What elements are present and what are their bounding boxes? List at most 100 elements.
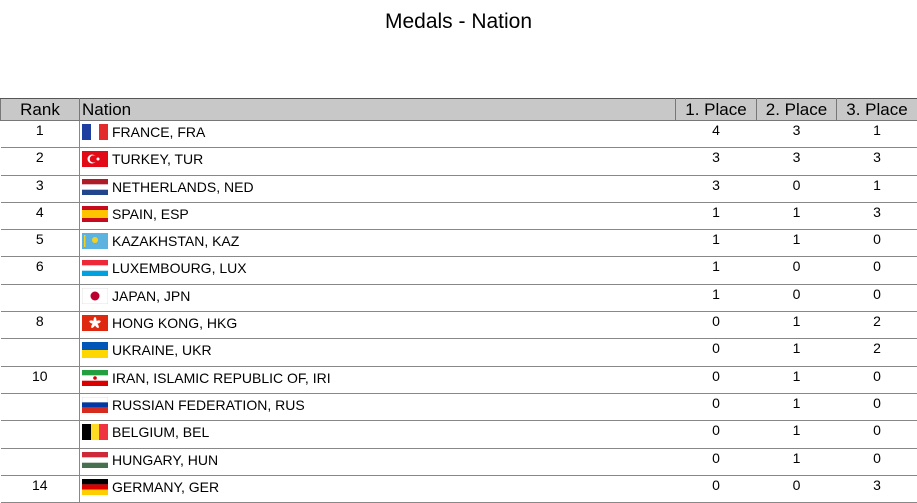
nation-name: FRANCE, FRA xyxy=(112,124,205,140)
rank-cell xyxy=(1,339,80,366)
nation-cell: KAZAKHSTAN, KAZ xyxy=(80,230,676,257)
medal-count: 0 xyxy=(837,448,917,475)
flag xyxy=(82,452,108,468)
flag xyxy=(82,151,108,167)
header-row: Rank Nation 1. Place 2. Place 3. Place xyxy=(1,99,917,121)
nation-cell: JAPAN, JPN xyxy=(80,284,676,311)
medal-count: 0 xyxy=(676,393,757,420)
medal-count: 0 xyxy=(676,312,757,339)
medal-count: 0 xyxy=(676,339,757,366)
nation-name: GERMANY, GER xyxy=(112,479,219,495)
rank-cell xyxy=(1,393,80,420)
rank-cell: 10 xyxy=(1,366,80,393)
medal-count: 1 xyxy=(676,202,757,229)
medal-count: 1 xyxy=(757,393,837,420)
flag xyxy=(82,260,108,276)
medal-count: 0 xyxy=(757,284,837,311)
nation-cell: HUNGARY, HUN xyxy=(80,448,676,475)
rank-cell: 1 xyxy=(1,121,80,148)
medal-count: 0 xyxy=(837,230,917,257)
medal-count: 1 xyxy=(757,448,837,475)
nation-name: UKRAINE, UKR xyxy=(112,342,212,358)
medal-count: 0 xyxy=(757,257,837,284)
medal-count: 0 xyxy=(837,366,917,393)
medal-count: 3 xyxy=(837,148,917,175)
medal-count: 1 xyxy=(837,121,917,148)
medal-count: 1 xyxy=(676,230,757,257)
medal-count: 1 xyxy=(757,339,837,366)
rank-cell: 2 xyxy=(1,148,80,175)
medal-table: Rank Nation 1. Place 2. Place 3. Place 1… xyxy=(0,98,917,503)
medal-count: 1 xyxy=(757,202,837,229)
rank-cell: 5 xyxy=(1,230,80,257)
medal-count: 1 xyxy=(757,230,837,257)
flag xyxy=(82,288,108,304)
medal-count: 1 xyxy=(757,421,837,448)
nation-cell: BELGIUM, BEL xyxy=(80,421,676,448)
medal-count: 0 xyxy=(837,257,917,284)
flag xyxy=(82,124,108,140)
nation-cell: HONG KONG, HKG xyxy=(80,312,676,339)
medal-count: 1 xyxy=(837,175,917,202)
nation-name: LUXEMBOURG, LUX xyxy=(112,260,247,276)
medal-count: 1 xyxy=(676,257,757,284)
medal-count: 1 xyxy=(757,366,837,393)
header-cell: 2. Place xyxy=(757,99,837,121)
flag xyxy=(82,370,108,386)
nation-cell: FRANCE, FRA xyxy=(80,121,676,148)
nation-name: TURKEY, TUR xyxy=(112,151,203,167)
medal-count: 0 xyxy=(676,448,757,475)
rank-cell: 14 xyxy=(1,475,80,502)
rank-cell: 6 xyxy=(1,257,80,284)
nation-cell: IRAN, ISLAMIC REPUBLIC OF, IRI xyxy=(80,366,676,393)
flag xyxy=(82,179,108,195)
nation-name: IRAN, ISLAMIC REPUBLIC OF, IRI xyxy=(112,370,331,386)
rank-cell xyxy=(1,284,80,311)
rank-cell xyxy=(1,448,80,475)
nation-cell: GERMANY, GER xyxy=(80,475,676,502)
medal-count: 0 xyxy=(676,421,757,448)
nation-name: SPAIN, ESP xyxy=(112,206,189,222)
medal-count: 0 xyxy=(837,421,917,448)
flag xyxy=(82,397,108,413)
nation-cell: UKRAINE, UKR xyxy=(80,339,676,366)
flag xyxy=(82,479,108,495)
medal-count: 0 xyxy=(676,475,757,502)
page-title: Medals - Nation xyxy=(0,10,917,34)
medal-count: 0 xyxy=(757,175,837,202)
page: {"title": "Medals - Nation", "table": { … xyxy=(0,0,917,463)
nation-name: HONG KONG, HKG xyxy=(112,315,237,331)
nation-name: HUNGARY, HUN xyxy=(112,452,218,468)
flag xyxy=(82,342,108,358)
flag xyxy=(82,233,108,249)
flag xyxy=(82,315,108,331)
medal-count: 1 xyxy=(676,284,757,311)
medal-count: 2 xyxy=(837,312,917,339)
nation-cell: RUSSIAN FEDERATION, RUS xyxy=(80,393,676,420)
header-cell: 3. Place xyxy=(837,99,917,121)
medal-count: 2 xyxy=(837,339,917,366)
medal-count: 3 xyxy=(676,175,757,202)
nation-cell: SPAIN, ESP xyxy=(80,202,676,229)
medal-count: 0 xyxy=(757,475,837,502)
header-cell: Rank xyxy=(1,99,80,121)
nation-name: KAZAKHSTAN, KAZ xyxy=(112,233,239,249)
medal-count: 3 xyxy=(837,202,917,229)
nation-cell: LUXEMBOURG, LUX xyxy=(80,257,676,284)
rank-cell: 3 xyxy=(1,175,80,202)
medal-count: 0 xyxy=(676,366,757,393)
nation-name: JAPAN, JPN xyxy=(112,288,190,304)
header-cell: 1. Place xyxy=(676,99,757,121)
medal-count: 1 xyxy=(757,312,837,339)
